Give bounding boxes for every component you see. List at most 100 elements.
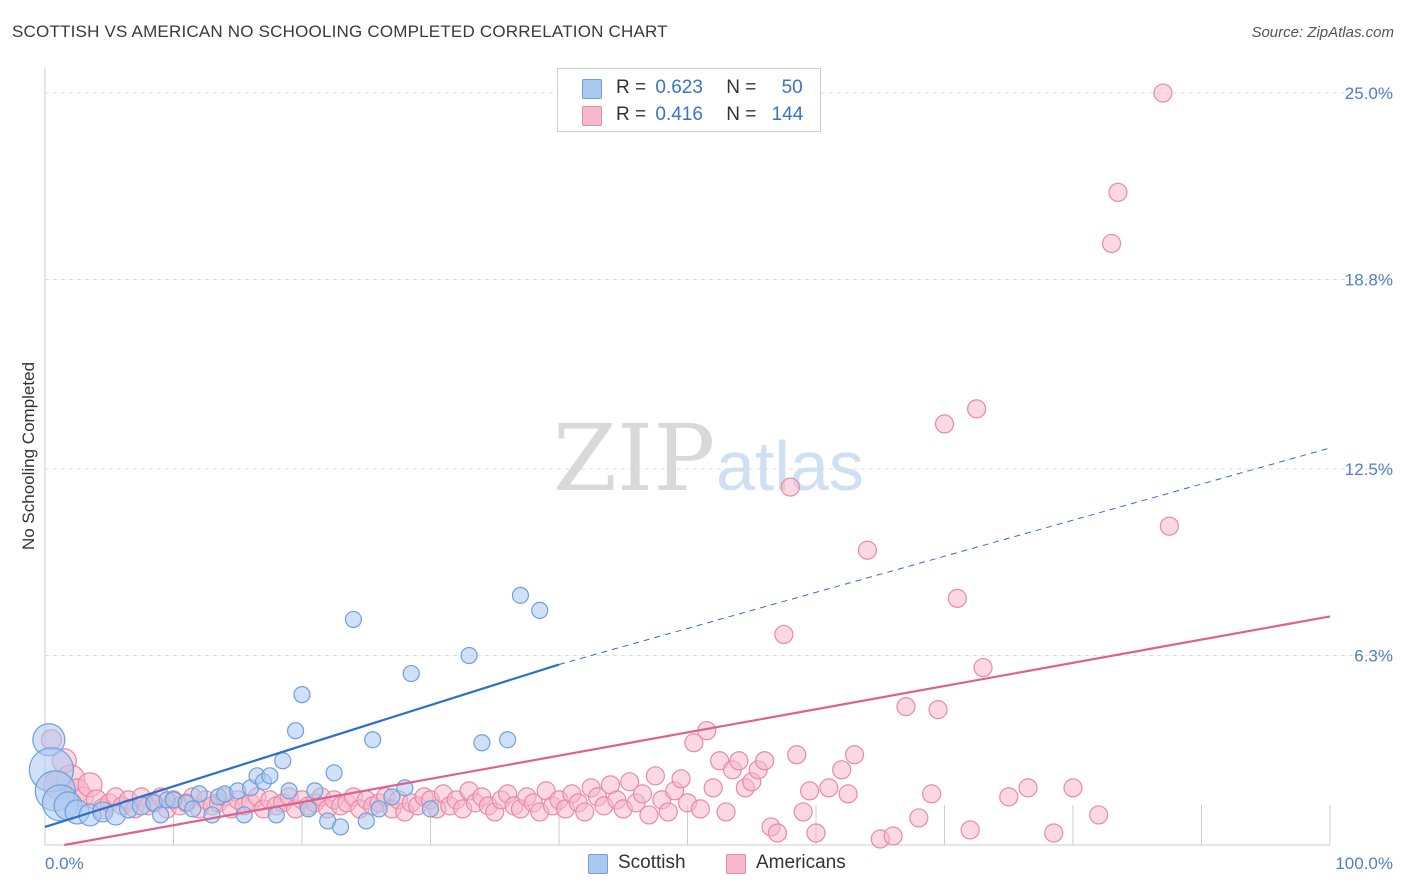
americans-point (1063, 778, 1083, 798)
americans-point (780, 477, 800, 497)
americans-point (922, 784, 942, 804)
americans-point (947, 588, 967, 608)
americans-point (1044, 823, 1064, 843)
americans-point (671, 769, 691, 789)
americans-point (774, 624, 794, 645)
scottish-points (28, 586, 549, 836)
scottish-point (325, 764, 343, 782)
trend-lines (44, 447, 1331, 847)
legend-swatch-americans (726, 854, 746, 874)
legend-n-label: N = (726, 77, 757, 98)
legend-r-value: 0.416 (655, 104, 703, 125)
americans-point (639, 805, 659, 825)
scottish-point (286, 722, 305, 740)
scottish-point (531, 601, 549, 619)
americans-point (716, 802, 736, 822)
americans-point (729, 751, 749, 771)
americans-point (767, 823, 788, 843)
americans-point (799, 781, 820, 801)
americans-point (928, 700, 948, 720)
scottish-point (299, 800, 318, 818)
scottish-point (511, 586, 530, 604)
scottish-point (280, 782, 298, 800)
scottish-point (364, 731, 382, 749)
legend-label-scottish: Scottish (618, 852, 686, 873)
legend-r-label: R = (616, 77, 647, 98)
scottish-point (306, 782, 324, 800)
x-tick-labels: 0.0% 100.0% (45, 854, 1393, 873)
scottish-point (274, 752, 292, 770)
scottish-point (383, 788, 401, 806)
americans-point (973, 657, 993, 678)
scottish-point (499, 731, 517, 749)
americans-point (1153, 83, 1173, 103)
americans-point (832, 760, 852, 780)
americans-point (960, 820, 980, 840)
americans-point (690, 799, 710, 819)
americans-point (934, 414, 955, 434)
americans-point (787, 745, 807, 765)
scottish-point (370, 800, 388, 818)
scottish-point (460, 646, 478, 665)
scottish-point (190, 785, 208, 803)
americans-point (645, 766, 665, 786)
legend-swatch-americans (582, 106, 602, 126)
americans-point (754, 751, 775, 771)
chart-title: SCOTTISH VS AMERICAN NO SCHOOLING COMPLE… (12, 22, 668, 41)
americans-point (806, 823, 826, 843)
americans-point (1089, 805, 1109, 825)
americans-point (703, 778, 723, 798)
y-tick-label: 6.3% (1354, 647, 1393, 666)
legend-swatch-scottish (588, 854, 608, 874)
scottish-point (473, 734, 491, 752)
legend-r-label: R = (616, 104, 647, 125)
americans-point (838, 784, 858, 804)
americans-point (632, 784, 653, 804)
scottish-point (203, 806, 221, 824)
legend-n-label: N = (726, 104, 757, 125)
legend-n-value: 50 (781, 77, 803, 98)
legend-label-americans: Americans (756, 852, 846, 873)
americans-trend-line (64, 615, 1331, 847)
scottish-point (184, 800, 202, 818)
scottish-trend-extension (558, 447, 1331, 666)
americans-point (883, 826, 903, 846)
legend-swatch-scottish (582, 79, 602, 99)
y-tick-label: 12.5% (1345, 460, 1393, 479)
americans-point (1101, 233, 1122, 254)
correlation-legend: R = 0.623 N = 50 R = 0.416 N = 144 (557, 68, 821, 132)
americans-point (658, 802, 678, 822)
scottish-point (357, 812, 375, 830)
watermark: ZIP atlas (553, 405, 864, 512)
americans-point (896, 697, 916, 717)
x-tick-label: 0.0% (45, 854, 84, 873)
americans-point (819, 778, 839, 798)
americans-point (857, 540, 878, 560)
americans-point (1108, 182, 1128, 202)
americans-point (844, 745, 865, 765)
americans-point (575, 802, 595, 822)
scottish-point (261, 767, 279, 785)
y-axis-label: No Schooling Completed (19, 362, 38, 550)
scottish-point (293, 686, 311, 704)
y-tick-label: 18.8% (1345, 271, 1393, 290)
americans-point (999, 787, 1019, 807)
x-tick-label: 100.0% (1335, 854, 1393, 873)
americans-point (620, 772, 640, 792)
scottish-trend-line (44, 663, 560, 829)
scottish-point (235, 806, 253, 824)
scottish-point (267, 806, 285, 824)
americans-point (1159, 516, 1179, 536)
scottish-point (331, 818, 350, 836)
americans-point (684, 733, 704, 753)
americans-point (793, 802, 813, 822)
scottish-point (152, 806, 170, 824)
scottish-point (344, 610, 362, 629)
scottish-point (402, 664, 420, 683)
legend-n-value: 144 (771, 104, 804, 125)
gridlines (45, 92, 1390, 657)
americans-point (1018, 778, 1038, 798)
americans-point (909, 808, 929, 828)
watermark-zip: ZIP (553, 405, 715, 512)
